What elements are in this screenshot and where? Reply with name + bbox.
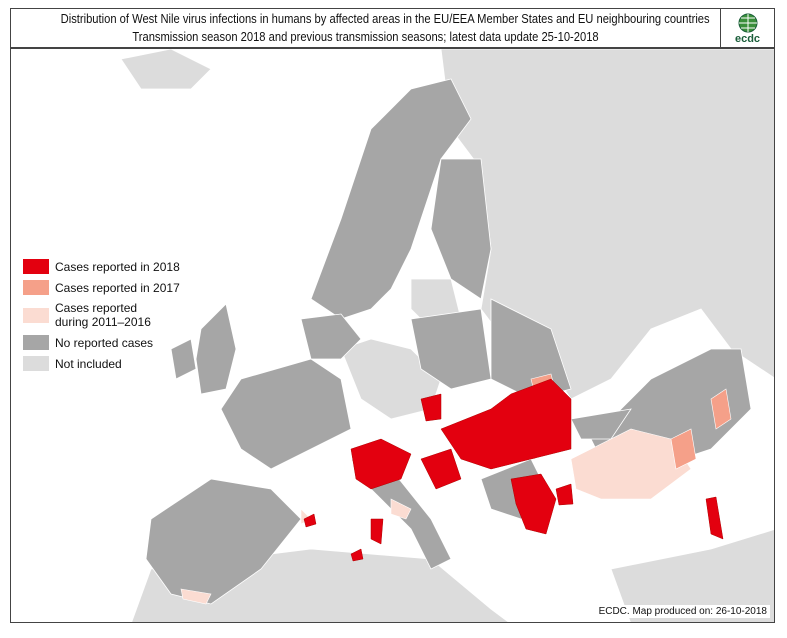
no-reported-areas xyxy=(145,78,752,605)
legend-label: Cases reported during 2011–2016 xyxy=(55,301,151,329)
legend-swatch xyxy=(23,356,49,371)
legend-swatch xyxy=(23,259,49,274)
legend-label: No reported cases xyxy=(55,335,154,350)
legend-item-2018: Cases reported in 2018 xyxy=(23,259,180,274)
legend-item-not-included: Not included xyxy=(23,356,180,371)
legend-swatch xyxy=(23,307,49,323)
legend-label: Not included xyxy=(55,356,122,371)
map-legend: Cases reported in 2018 Cases reported in… xyxy=(23,259,180,377)
title-box: Distribution of West Nile virus infectio… xyxy=(10,8,720,48)
map-title: Distribution of West Nile virus infectio… xyxy=(60,11,710,26)
legend-swatch xyxy=(23,335,49,350)
cases-2018-areas xyxy=(303,378,724,562)
europe-map xyxy=(11,49,774,622)
legend-swatch xyxy=(23,280,49,295)
legend-item-no-cases: No reported cases xyxy=(23,335,180,350)
map-area: Cases reported in 2018 Cases reported in… xyxy=(10,48,775,623)
map-subtitle: Transmission season 2018 and previous tr… xyxy=(132,29,599,44)
ecdc-logo: ecdc xyxy=(720,8,775,48)
logo-wordmark: ecdc xyxy=(734,32,761,45)
map-credit: ECDC. Map produced on: 26-10-2018 xyxy=(595,605,770,618)
legend-item-2011-2016: Cases reported during 2011–2016 xyxy=(23,301,180,329)
legend-label: Cases reported in 2017 xyxy=(55,280,180,295)
legend-item-2017: Cases reported in 2017 xyxy=(23,280,180,295)
globe-icon xyxy=(738,13,757,32)
legend-label: Cases reported in 2018 xyxy=(55,259,180,274)
